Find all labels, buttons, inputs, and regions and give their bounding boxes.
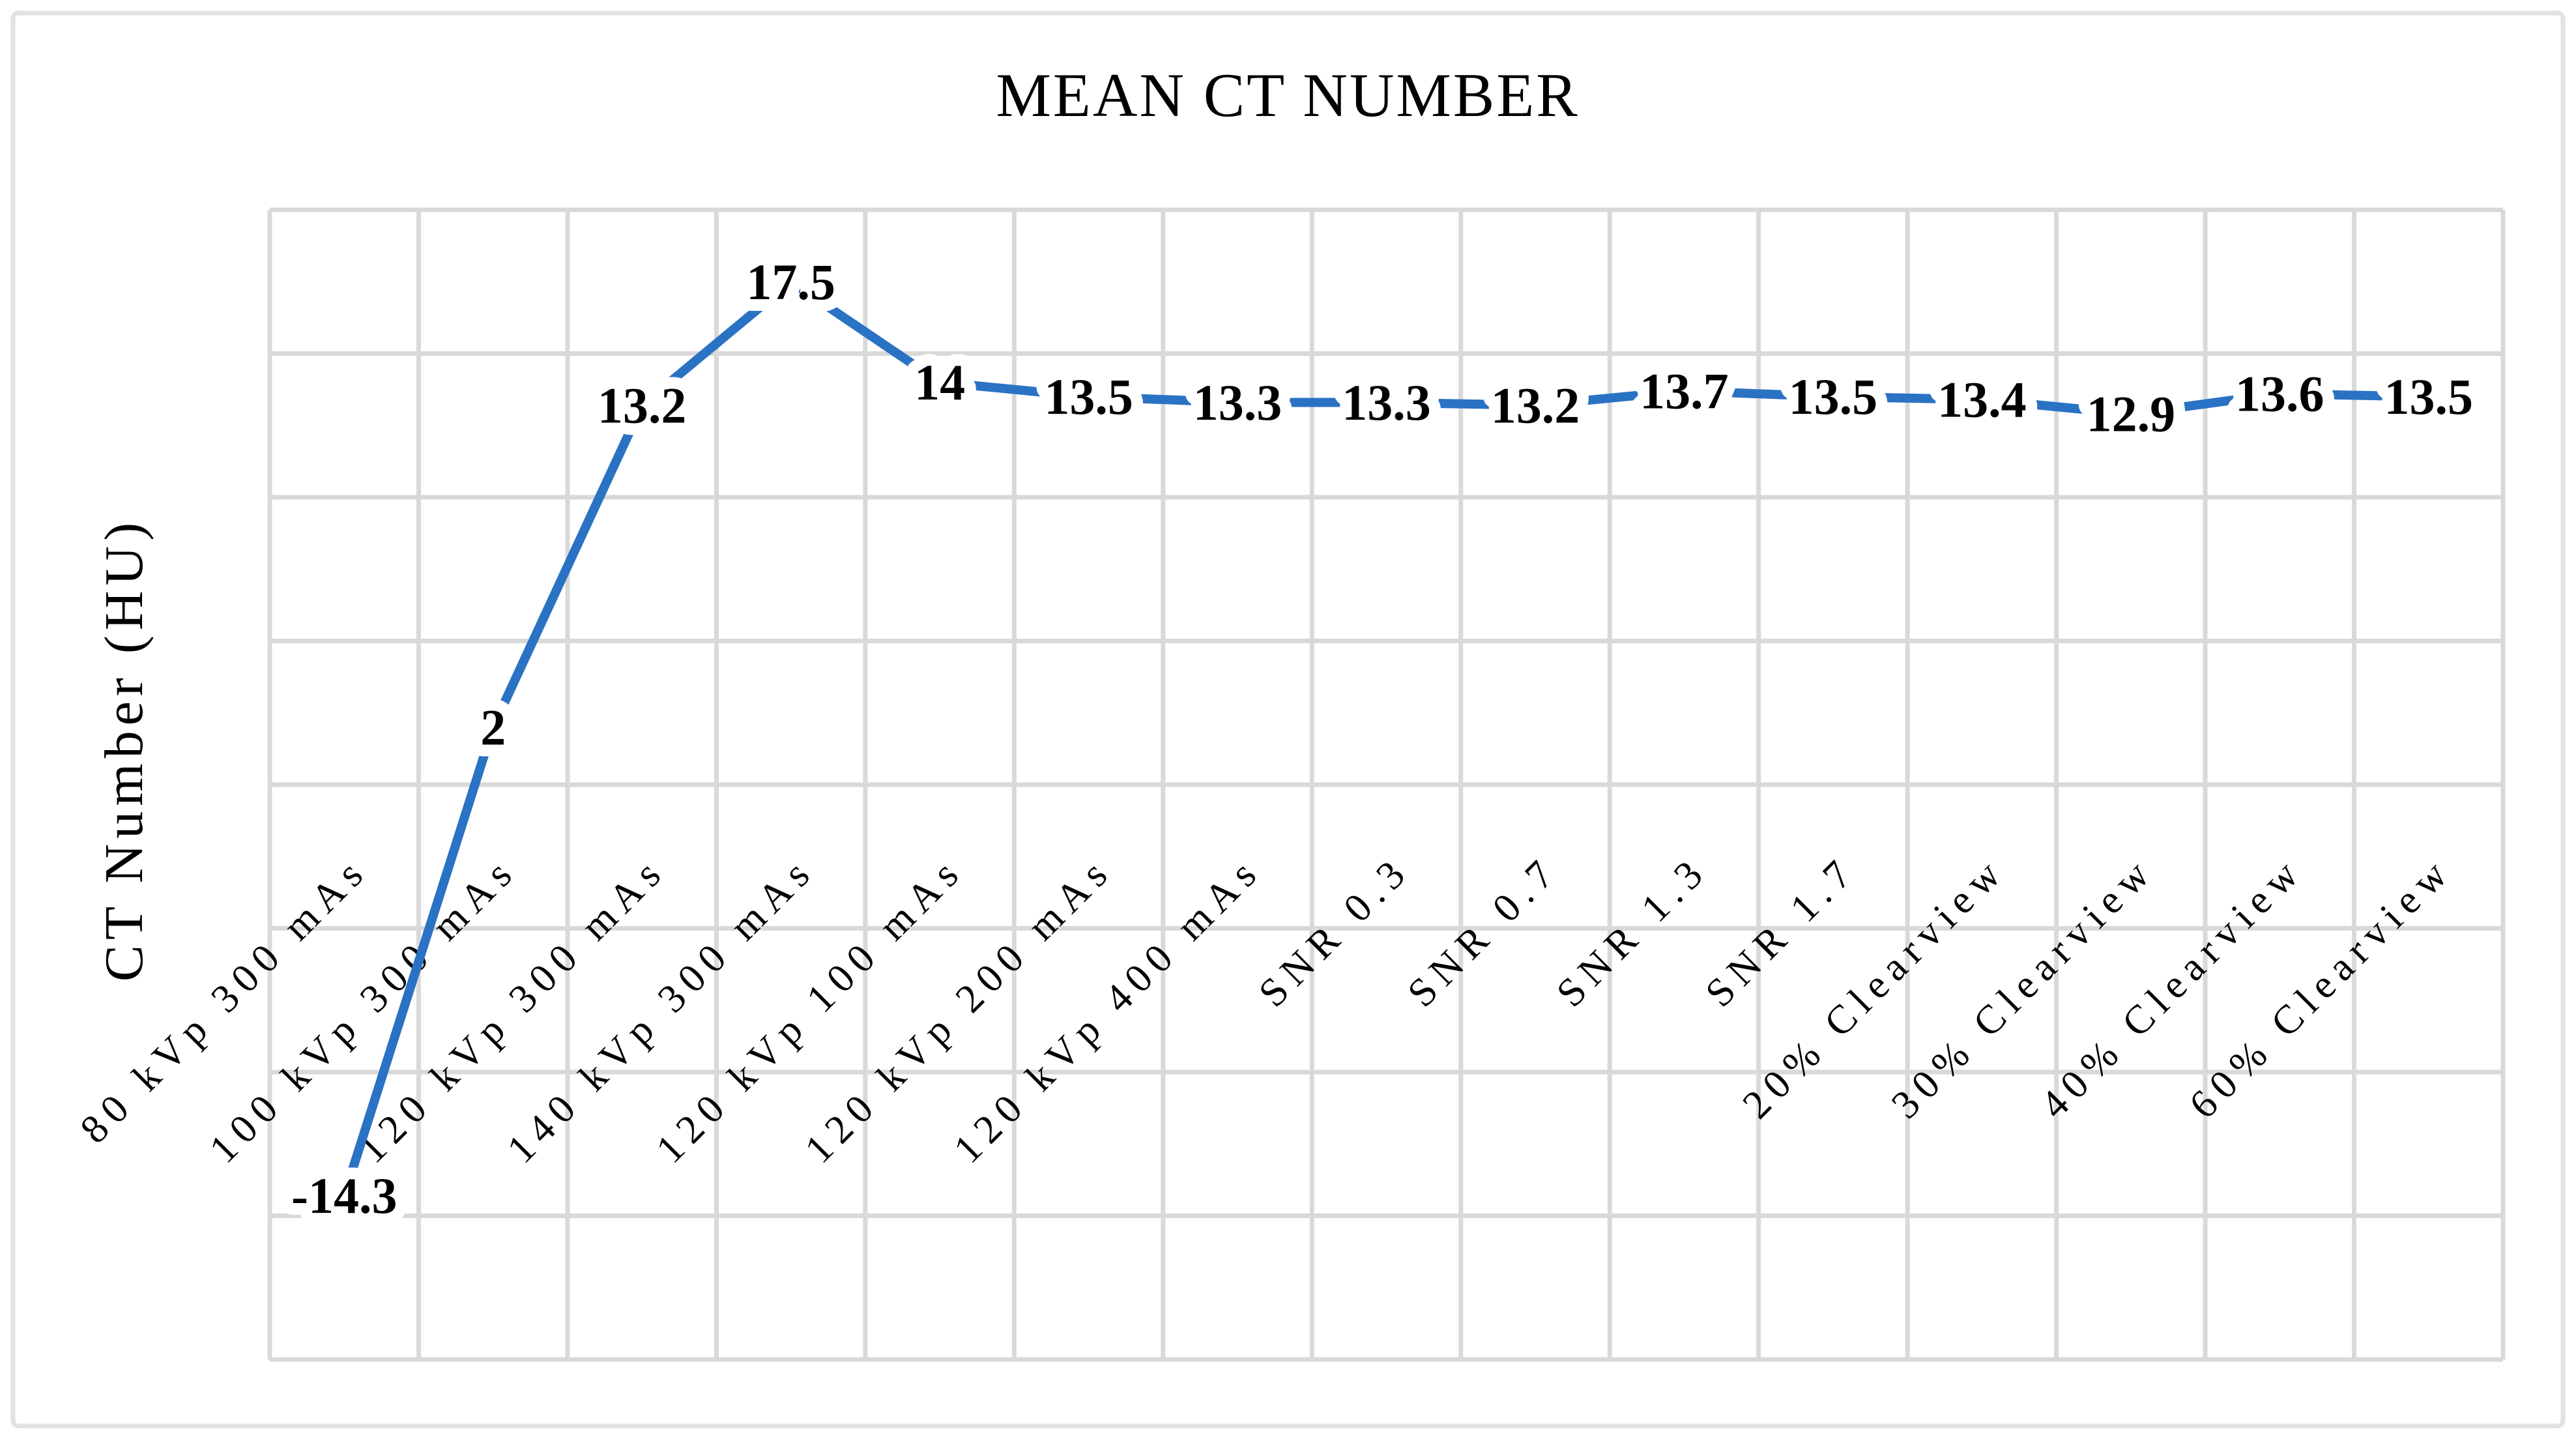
data-point-label: 13.6 xyxy=(2235,366,2324,422)
data-point-label: 13.2 xyxy=(1491,377,1580,433)
data-point-label: -14.3 xyxy=(291,1167,397,1224)
data-point-label: 13.4 xyxy=(1937,371,2027,428)
x-axis-label: 30% Clearview xyxy=(1883,847,2164,1127)
data-point-label: 13.7 xyxy=(1640,362,1729,419)
series-line xyxy=(340,277,2429,1197)
x-axis-label: 120 kVp 400 mAs xyxy=(946,847,1270,1172)
chart-title: MEAN CT NUMBER xyxy=(996,61,1579,130)
x-axis-label: 20% Clearview xyxy=(1734,847,2014,1127)
data-point-label: 13.3 xyxy=(1342,374,1431,431)
x-axis-label: SNR 1.3 xyxy=(1548,847,1717,1016)
data-point-label: 17.5 xyxy=(746,254,835,310)
x-axis-label: 120 kVp 100 mAs xyxy=(648,847,972,1172)
y-axis-title: CT Number (HU) xyxy=(94,517,154,981)
series-line-group xyxy=(340,277,2429,1197)
data-point-label: 13.3 xyxy=(1193,374,1282,431)
data-point-label: 2 xyxy=(480,699,506,755)
x-axis-label: SNR 0.3 xyxy=(1251,847,1419,1016)
x-axis-label: SNR 0.7 xyxy=(1399,847,1568,1016)
data-point-label: 13.5 xyxy=(2384,368,2474,425)
data-point-label: 13.2 xyxy=(598,377,687,433)
data-point-label: 13.5 xyxy=(1789,368,1878,425)
data-labels-group: -14.3 2 13.2 17.5 14 13.5 13.3 13.3 13.2 13.7 13.5… xyxy=(280,242,2485,1236)
data-point-label: 14 xyxy=(914,354,965,411)
x-axis-label: 120 kVp 200 mAs xyxy=(796,847,1121,1172)
data-point-label: 12.9 xyxy=(2087,386,2176,443)
x-axis-label: 40% Clearview xyxy=(2032,847,2312,1127)
x-axis-label: 60% Clearview xyxy=(2181,847,2461,1127)
x-axis-label: 140 kVp 300 mAs xyxy=(499,847,823,1172)
figure-border xyxy=(10,10,2566,1429)
data-point-label: 13.5 xyxy=(1044,368,1133,425)
x-axis-label: 120 kVp 300 mAs xyxy=(350,847,674,1172)
